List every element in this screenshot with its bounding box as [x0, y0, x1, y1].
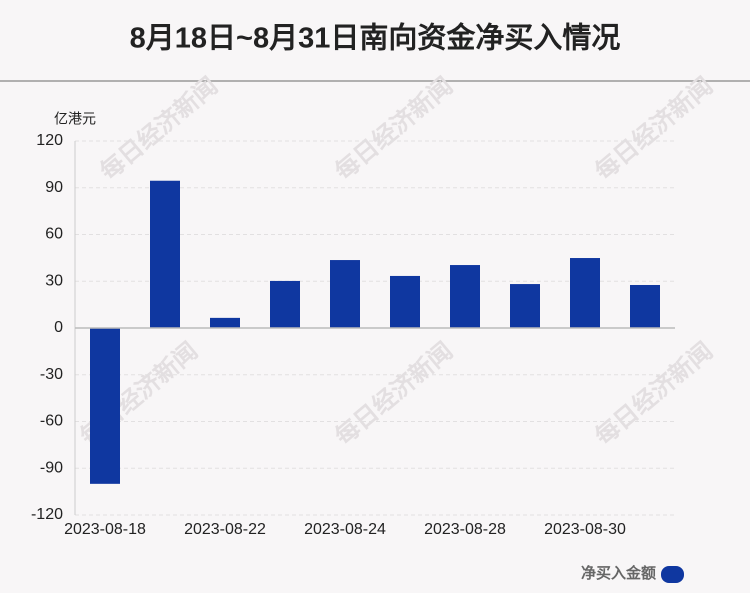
- bar: [270, 280, 300, 328]
- x-tick-label: 2023-08-28: [424, 521, 506, 538]
- y-tick-label: 0: [54, 319, 63, 336]
- y-tick-label: 30: [45, 272, 63, 289]
- y-tick-label: 120: [36, 132, 63, 149]
- y-tick-label: 90: [45, 179, 63, 196]
- bar: [510, 284, 540, 328]
- bar: [570, 258, 600, 328]
- y-tick-label: -120: [31, 506, 63, 523]
- y-tick-label: -30: [40, 366, 63, 383]
- y-tick-label: 60: [45, 226, 63, 243]
- y-tick-label: -90: [40, 459, 63, 476]
- y-unit: 亿港元: [54, 111, 96, 127]
- bar: [90, 328, 120, 484]
- y-tick-label: -60: [40, 413, 63, 430]
- bar: [390, 275, 420, 328]
- x-tick-label: 2023-08-30: [544, 521, 626, 538]
- x-tick-label: 2023-08-24: [304, 521, 386, 538]
- bar: [630, 284, 660, 328]
- x-tick-label: 2023-08-22: [184, 521, 266, 538]
- legend-swatch: [661, 566, 684, 583]
- x-tick-label: 2023-08-18: [64, 521, 146, 538]
- chart-title: 8月18日~8月31日南向资金净买入情况: [130, 21, 621, 55]
- bar: [150, 180, 180, 328]
- bar: [450, 265, 480, 328]
- legend-label: 净买入金额: [581, 564, 656, 582]
- bar: [210, 317, 240, 328]
- bar: [330, 260, 360, 328]
